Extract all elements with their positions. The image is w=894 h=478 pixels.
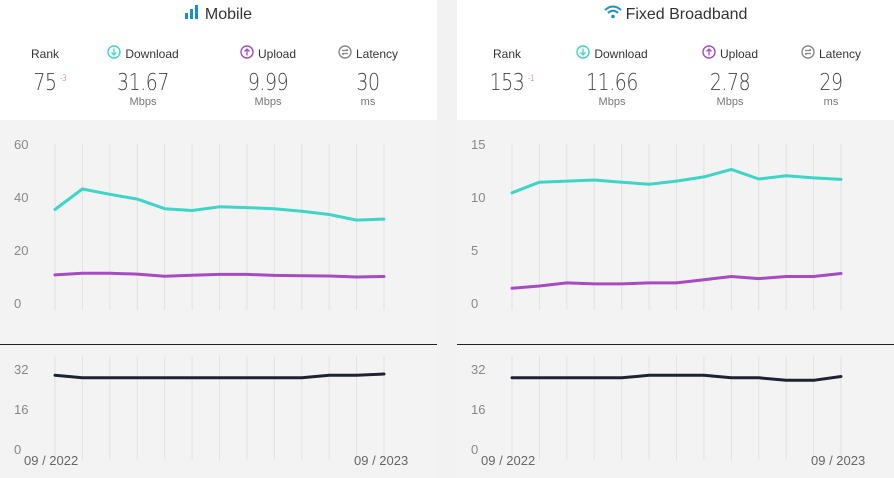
upload-stat: Upload 2.78 Mbps: [685, 44, 775, 108]
latency-label: Latency: [355, 47, 399, 61]
download-stat: Download 31.67 Mbps: [98, 44, 188, 108]
download-label: Download: [594, 47, 648, 61]
rank-value: 75: [33, 70, 57, 96]
panel-gutter: [437, 0, 457, 478]
panel-title: Fixed Broadband: [457, 4, 894, 26]
y-tick-label: 32: [471, 362, 485, 377]
x-tick-label: 09 / 2022: [481, 453, 535, 468]
y-tick-label: 10: [471, 190, 485, 205]
mobile-panel: Mobile Rank 75 -3 Download 31.67 Mbps Upl…: [0, 0, 437, 478]
latency-icon: [801, 45, 815, 65]
upload-value: 2.78: [709, 70, 751, 96]
latency-icon: [338, 45, 352, 65]
upload-icon: [240, 45, 254, 65]
download-unit: Mbps: [598, 96, 626, 108]
stats-row: Rank 153 -1 Download 11.66 Mbps Upload 2.…: [457, 44, 894, 116]
latency-stat: Latency 29 ms: [786, 44, 876, 108]
panel-title: Mobile: [0, 4, 437, 26]
rank-label: Rank: [30, 47, 59, 61]
latency-unit: ms: [823, 96, 839, 108]
x-tick-label: 09 / 2023: [811, 453, 865, 468]
y-tick-label: 0: [471, 442, 478, 457]
wifi-icon: [603, 4, 622, 26]
upload-stat: Upload 9.99 Mbps: [223, 44, 313, 108]
download-label: Download: [125, 47, 179, 61]
chart-area: 15 10 5 0 32 16 0 09 / 2022 09 / 2023: [457, 120, 894, 478]
panel-title-text: Fixed Broadband: [625, 6, 748, 23]
download-series-line: [510, 167, 843, 195]
signal-bars-icon: [184, 4, 201, 26]
y-tick-label: 5: [471, 243, 478, 258]
upload-series-line: [510, 272, 843, 290]
y-tick-label: 16: [471, 402, 485, 417]
y-tick-label: 0: [14, 442, 21, 457]
rank-value: 153: [489, 70, 525, 96]
upload-unit: Mbps: [716, 96, 744, 108]
upload-icon: [702, 45, 716, 65]
fixed-broadband-panel: Fixed Broadband Rank 153 -1 Download 11.6…: [457, 0, 894, 478]
download-value: 31.67: [117, 70, 169, 96]
download-stat: Download 11.66 Mbps: [567, 44, 657, 108]
upload-value: 9.99: [247, 70, 289, 96]
latency-label: Latency: [818, 47, 862, 61]
rank-change: -3: [59, 74, 67, 84]
latency-series-line: [53, 372, 386, 380]
upload-series-line: [53, 271, 386, 279]
latency-unit: ms: [360, 96, 376, 108]
download-icon: [576, 45, 591, 65]
download-series-line: [53, 187, 386, 222]
latency-series-line: [510, 373, 843, 382]
chart-area: 60 40 20 0 32 16 0 09 / 2022 09 / 2023: [0, 120, 437, 478]
x-tick-label: 09 / 2023: [354, 453, 408, 468]
y-tick-label: 0: [14, 296, 21, 311]
chart-divider: [0, 344, 437, 345]
y-tick-label: 16: [14, 402, 28, 417]
stats-row: Rank 75 -3 Download 31.67 Mbps Upload 9.9…: [0, 44, 437, 116]
panel-title-text: Mobile: [204, 6, 253, 23]
rank-label: Rank: [492, 47, 521, 61]
y-tick-label: 32: [14, 362, 28, 377]
upload-unit: Mbps: [254, 96, 282, 108]
latency-value: 30: [356, 70, 380, 96]
latency-value: 29: [819, 70, 843, 96]
y-tick-label: 0: [471, 296, 478, 311]
y-tick-label: 15: [471, 137, 485, 152]
download-value: 11.66: [586, 70, 638, 96]
upload-label: Upload: [257, 47, 297, 61]
download-icon: [107, 45, 122, 65]
y-tick-label: 60: [14, 137, 28, 152]
upload-label: Upload: [719, 47, 759, 61]
download-unit: Mbps: [129, 96, 157, 108]
y-tick-label: 40: [14, 190, 28, 205]
latency-stat: Latency 30 ms: [323, 44, 413, 108]
y-tick-label: 20: [14, 243, 28, 258]
rank-change: -1: [527, 74, 535, 84]
x-tick-label: 09 / 2022: [24, 453, 78, 468]
chart-divider: [457, 344, 894, 345]
rank-stat: Rank 75 -3: [0, 44, 90, 96]
rank-stat: Rank 153 -1: [462, 44, 552, 96]
